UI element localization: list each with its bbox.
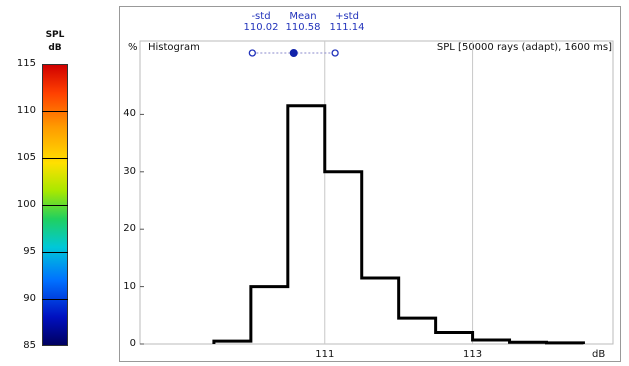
histogram-bar xyxy=(399,318,436,344)
histogram-panel: -std 110.02 Mean 110.58 +std 111.14 % Hi… xyxy=(119,6,621,362)
y-tick-label: 20 xyxy=(123,223,136,235)
histogram-bar xyxy=(362,278,399,344)
histogram-bar xyxy=(288,106,325,344)
minus-std-label: -std xyxy=(251,11,271,22)
mean-marker xyxy=(289,49,298,57)
colorbar-tick-line xyxy=(42,111,68,112)
y-tick-label: 10 xyxy=(123,280,136,292)
x-tick-label: 111 xyxy=(315,349,335,360)
chart-subtitle: SPL [50000 rays (adapt), 1600 ms] xyxy=(436,42,612,53)
y-axis-unit: % xyxy=(128,42,138,53)
plus-std-marker xyxy=(331,49,339,57)
colorbar-tick-line xyxy=(42,158,68,159)
colorbar-title: SPL xyxy=(45,30,65,40)
minus-std-value: 110.02 xyxy=(243,22,279,33)
plus-std-label: +std xyxy=(335,11,359,22)
plot-frame xyxy=(139,40,614,345)
mean-value: 110.58 xyxy=(285,22,321,33)
colorbar-tick-label: 85 xyxy=(23,340,36,351)
y-tick-label: 30 xyxy=(123,165,136,177)
histogram-bar xyxy=(251,287,288,344)
x-axis-unit: dB xyxy=(592,349,606,360)
x-tick-label: 113 xyxy=(463,349,483,360)
mean-label: Mean xyxy=(289,11,317,22)
colorbar-tick-line xyxy=(42,205,68,206)
colorbar-tick-label: 100 xyxy=(16,199,36,210)
y-tick-label: 40 xyxy=(123,108,136,120)
colorbar-tick-label: 90 xyxy=(23,293,36,304)
histogram-plot xyxy=(139,40,614,345)
colorbar-tick-label: 95 xyxy=(23,246,36,257)
histogram-bar xyxy=(436,333,473,344)
colorbar-tick-label: 115 xyxy=(16,58,36,69)
colorbar-tick-label: 110 xyxy=(16,105,36,116)
y-tick-label: 0 xyxy=(129,338,136,349)
plus-std-value: 111.14 xyxy=(329,22,365,33)
colorbar-tick-label: 105 xyxy=(16,152,36,163)
colorbar-legend: SPL dB 115 110 105 100 95 90 85 xyxy=(0,0,105,366)
colorbar-unit: dB xyxy=(48,43,62,53)
minus-std-marker xyxy=(248,49,256,57)
histogram-outline xyxy=(212,104,585,345)
histogram-bar xyxy=(325,172,362,344)
colorbar-tick-line xyxy=(42,299,68,300)
chart-title: Histogram xyxy=(148,42,200,53)
colorbar-tick-line xyxy=(42,252,68,253)
